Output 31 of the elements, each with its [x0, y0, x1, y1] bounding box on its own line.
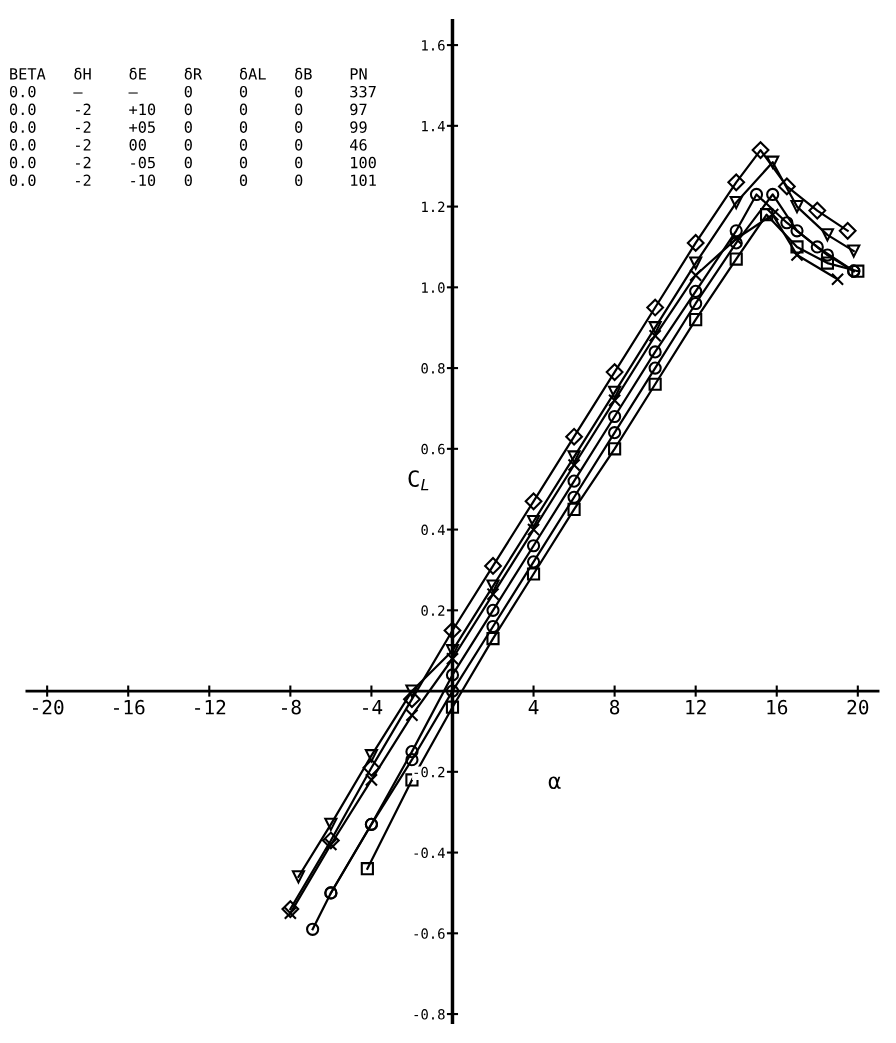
x-axis-title: α [548, 776, 561, 790]
x-tick-label: 8 [610, 699, 620, 715]
y-tick-label: -0.8 [414, 1009, 445, 1020]
x-tick-label: -8 [282, 699, 301, 715]
x-tick-label: -20 [32, 699, 64, 715]
y-tick-label: -0.2 [414, 766, 445, 778]
annotation: 0.0 -2 -05 0 0 0 100 [9, 156, 376, 169]
y-tick-label: 0.8 [421, 363, 445, 374]
x-tick-label: 16 [767, 699, 788, 715]
annotation: 0.0 -2 +05 0 0 0 99 [9, 121, 367, 133]
annotation: 0.0 -2 +10 0 0 0 97 [9, 103, 367, 116]
y-tick-label: 0.4 [421, 524, 445, 536]
x-tick-label: 12 [686, 699, 706, 715]
annotation: 0.0 -2 00 0 0 0 46 [9, 139, 367, 151]
y-tick-label: 1.6 [422, 40, 445, 51]
y-tick-label: 0.2 [421, 605, 445, 616]
x-tick-label: 4 [528, 700, 539, 715]
x-tick-label: -4 [363, 700, 383, 715]
y-tick-label: -0.6 [414, 928, 445, 939]
x-tick-label: -16 [114, 699, 145, 715]
x-tick-label: -12 [195, 699, 226, 715]
y-tick-label: -0.4 [414, 847, 445, 859]
y-tick-label: 0.6 [421, 443, 445, 455]
annotation: 0.0 — — 0 0 0 337 [9, 85, 376, 98]
x-tick-label: 20 [847, 699, 869, 715]
y-tick-label: 1.0 [422, 282, 445, 293]
y-tick-label: 1.4 [422, 121, 445, 132]
y-tick-label: 1.2 [422, 201, 445, 212]
y-axis-title: C$_{L}$ [408, 470, 429, 491]
annotation: BETA δH δE δR δAL δB PN [10, 67, 367, 80]
annotation: 0.0 -2 -10 0 0 0 101 [9, 174, 376, 187]
